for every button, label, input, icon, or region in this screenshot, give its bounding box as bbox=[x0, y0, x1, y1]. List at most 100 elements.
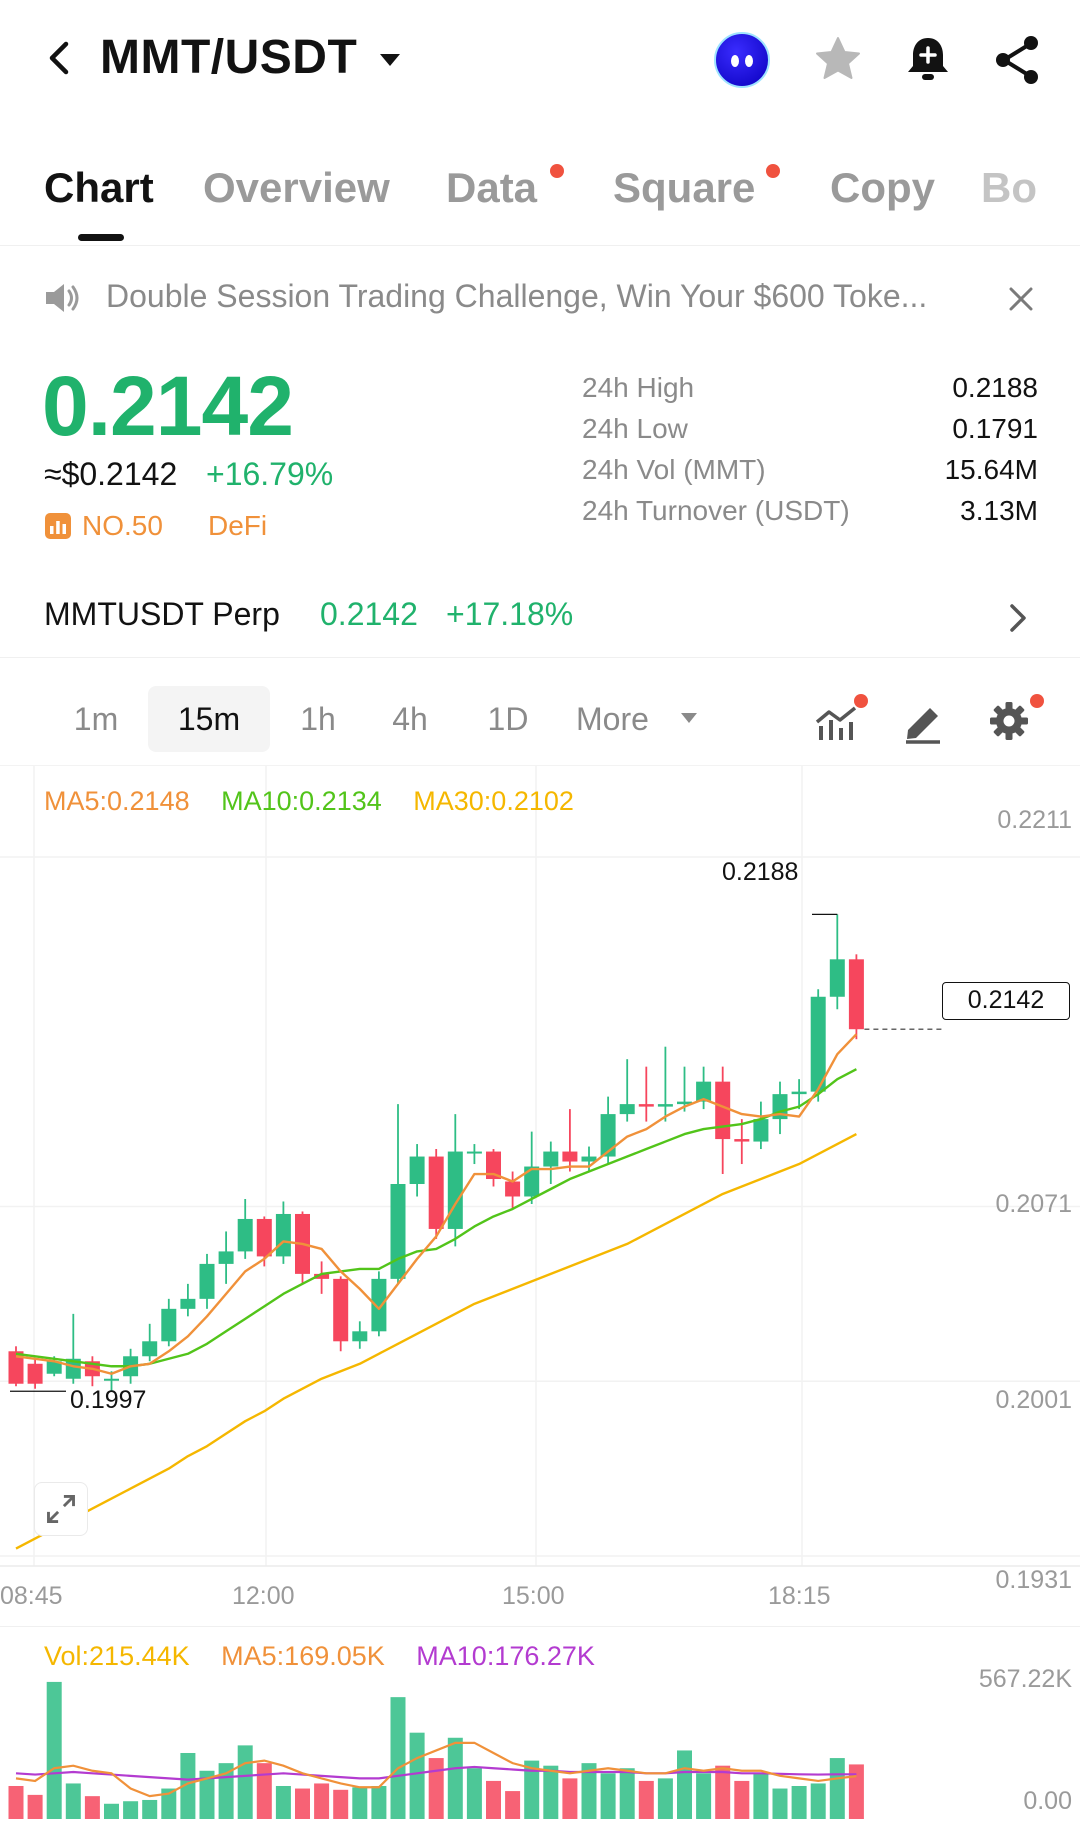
interval-4h[interactable]: 4h bbox=[392, 701, 428, 737]
candle-body bbox=[543, 1151, 559, 1167]
volume-bar bbox=[371, 1785, 387, 1819]
volume-bar bbox=[829, 1758, 845, 1819]
back-arrow-icon[interactable] bbox=[40, 38, 80, 78]
tab-copy[interactable]: Copy bbox=[830, 164, 935, 211]
pair-title[interactable]: MMT/USDT bbox=[100, 31, 358, 84]
stat-value: 15.64M bbox=[944, 454, 1038, 485]
announcement-banner[interactable]: Double Session Trading Challenge, Win Yo… bbox=[0, 258, 1080, 338]
candle-body bbox=[505, 1181, 521, 1197]
interval-15m[interactable]: 15m bbox=[148, 686, 270, 752]
vol-legend: Vol:215.44K bbox=[44, 1641, 190, 1671]
last-price: 0.2142 bbox=[42, 359, 294, 453]
settings-gear-icon[interactable] bbox=[984, 696, 1034, 746]
volume-bar bbox=[104, 1803, 119, 1819]
volume-bar bbox=[581, 1763, 597, 1819]
volume-bar bbox=[65, 1783, 81, 1819]
tab-square-notification-dot bbox=[766, 164, 780, 178]
x-tick-label: 15:00 bbox=[502, 1582, 565, 1610]
tab-overview[interactable]: Overview bbox=[203, 164, 390, 211]
banner-text[interactable]: Double Session Trading Challenge, Win Yo… bbox=[106, 278, 928, 314]
volume-bar bbox=[275, 1785, 291, 1819]
volume-bar bbox=[734, 1780, 750, 1819]
expand-fullscreen-icon[interactable] bbox=[34, 1482, 88, 1536]
perp-name: MMTUSDT Perp bbox=[44, 596, 280, 632]
stat-label: 24h Low bbox=[582, 413, 688, 444]
chevron-right-icon[interactable] bbox=[1004, 600, 1032, 636]
volume-bar bbox=[791, 1785, 807, 1819]
candle-body bbox=[810, 996, 826, 1092]
stat-row-24h-high: 24h High 0.2188 bbox=[582, 372, 1038, 413]
tab-data-notification-dot bbox=[550, 164, 564, 178]
volume-bar bbox=[600, 1773, 616, 1819]
draw-pen-icon[interactable] bbox=[898, 696, 948, 746]
volume-min-label: 0.00 bbox=[1023, 1787, 1072, 1815]
candle-body bbox=[734, 1139, 750, 1142]
candle-body bbox=[600, 1114, 616, 1157]
candle-body bbox=[371, 1278, 387, 1332]
volume-legend: Vol:215.44K MA5:169.05K MA10:176.27K bbox=[44, 1641, 619, 1672]
candle-body bbox=[696, 1081, 712, 1102]
tab-bar: Chart Overview Data Square Copy Bo bbox=[0, 140, 1080, 246]
candle-body bbox=[142, 1341, 158, 1357]
mascot-avatar-icon[interactable] bbox=[712, 30, 772, 90]
perp-link-row[interactable]: MMTUSDT Perp 0.2142 +17.18% bbox=[0, 578, 1080, 658]
volume-bar bbox=[428, 1758, 444, 1819]
interval-1h[interactable]: 1h bbox=[300, 701, 336, 737]
indicators-icon[interactable] bbox=[812, 696, 862, 746]
candle-body bbox=[524, 1166, 540, 1197]
volume-chart-canvas[interactable] bbox=[0, 1627, 1080, 1821]
tab-square[interactable]: Square bbox=[613, 164, 756, 211]
volume-bar bbox=[27, 1794, 43, 1819]
volume-bar bbox=[543, 1765, 559, 1819]
volume-bar bbox=[486, 1780, 501, 1819]
ma10-legend: MA10:0.2134 bbox=[221, 786, 382, 816]
perp-change: +17.18% bbox=[446, 596, 574, 632]
candle-body bbox=[46, 1361, 62, 1374]
candle-body bbox=[848, 959, 864, 1030]
tab-chart[interactable]: Chart bbox=[44, 164, 154, 211]
vol-ma10-legend: MA10:176.27K bbox=[416, 1641, 595, 1671]
perp-price: 0.2142 bbox=[320, 596, 418, 632]
tab-bots[interactable]: Bo bbox=[981, 164, 1037, 211]
candle-body bbox=[657, 1104, 673, 1107]
volume-bar bbox=[638, 1780, 654, 1819]
speaker-icon bbox=[46, 284, 79, 312]
candle-body bbox=[447, 1151, 463, 1229]
volume-bar bbox=[390, 1697, 406, 1819]
stat-value: 0.2188 bbox=[952, 372, 1038, 403]
share-icon[interactable] bbox=[988, 30, 1048, 90]
volume-bar bbox=[715, 1765, 731, 1819]
stat-label: 24h Vol (MMT) bbox=[582, 454, 766, 485]
candle-body bbox=[390, 1184, 406, 1279]
candle-body bbox=[486, 1151, 501, 1180]
interval-1m[interactable]: 1m bbox=[73, 701, 119, 737]
interval-1d[interactable]: 1D bbox=[487, 701, 529, 737]
favorite-star-icon[interactable] bbox=[808, 30, 868, 90]
candle-body bbox=[314, 1273, 330, 1279]
candle-body bbox=[199, 1263, 215, 1299]
usd-price: ≈$0.2142 bbox=[44, 456, 178, 492]
volume-chart[interactable]: Vol:215.44K MA5:169.05K MA10:176.27K 567… bbox=[0, 1626, 1080, 1821]
ma30-line bbox=[15, 1133, 857, 1550]
volume-bar bbox=[772, 1788, 788, 1819]
pair-dropdown-caret-icon[interactable] bbox=[378, 52, 402, 68]
candlestick-chart-canvas[interactable] bbox=[0, 766, 1080, 1626]
interval-more[interactable]: More bbox=[576, 701, 649, 737]
price-alert-bell-icon[interactable] bbox=[898, 30, 958, 90]
candle-body bbox=[237, 1218, 253, 1252]
category-tag[interactable]: DeFi bbox=[208, 510, 268, 541]
rank-badge[interactable]: NO.50 bbox=[82, 510, 163, 541]
candle-body bbox=[562, 1151, 578, 1162]
volume-bar bbox=[46, 1681, 62, 1819]
close-icon[interactable] bbox=[1004, 282, 1038, 316]
y-tick-label: 0.1931 bbox=[995, 1566, 1072, 1594]
more-caret-icon[interactable] bbox=[680, 712, 698, 724]
stat-row-24h-low: 24h Low 0.1791 bbox=[582, 413, 1038, 454]
volume-bar bbox=[753, 1773, 769, 1819]
candle-body bbox=[333, 1278, 349, 1342]
volume-bar bbox=[562, 1778, 578, 1819]
tab-data[interactable]: Data bbox=[446, 164, 538, 211]
low-price-label: 0.1997 bbox=[70, 1386, 147, 1414]
candlestick-chart[interactable]: MA5:0.2148 MA10:0.2134 MA30:0.2102 0.221… bbox=[0, 766, 1080, 1626]
x-tick-label: 12:00 bbox=[232, 1582, 295, 1610]
